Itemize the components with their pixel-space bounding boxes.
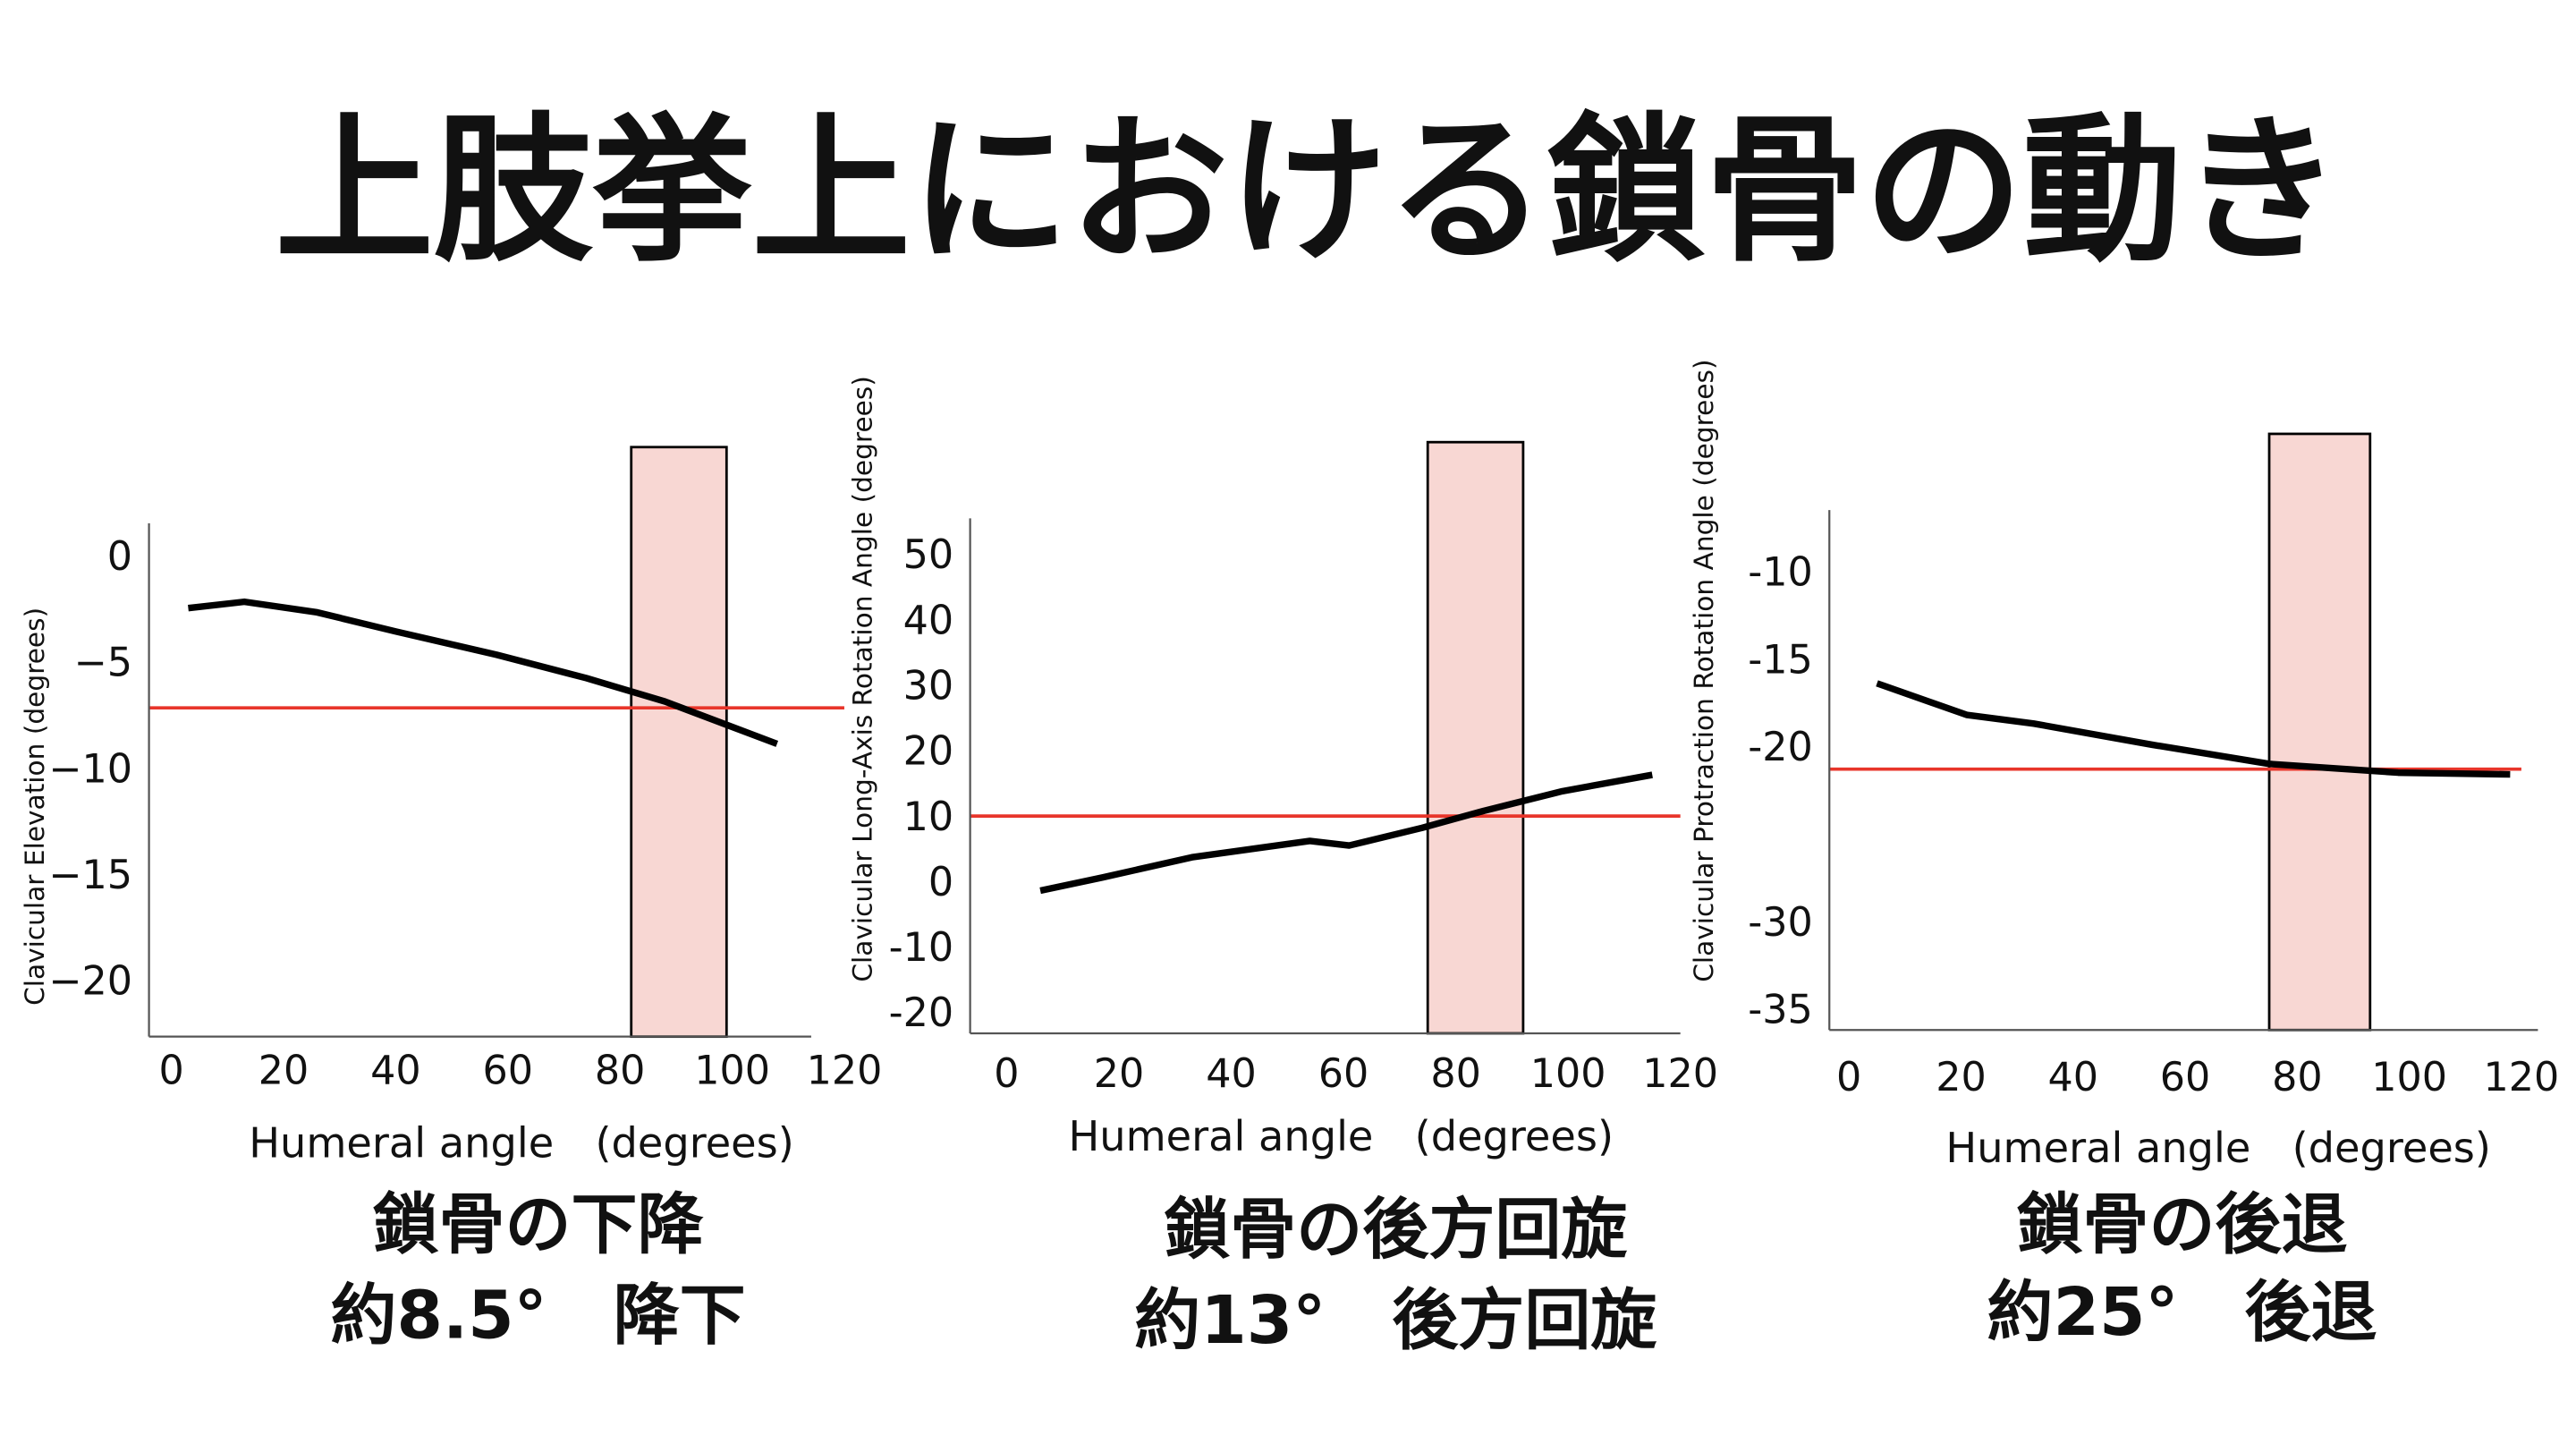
x-tick-label: 100	[694, 1048, 770, 1093]
highlight-band	[630, 446, 728, 1039]
caption: 約25° 後退	[1987, 1274, 2377, 1351]
data-line	[188, 598, 779, 747]
y-tick-label: −5	[74, 641, 132, 686]
y-tick-label: -20	[1748, 725, 1813, 770]
x-axis-label: Humeral angle (degrees)	[1945, 1124, 2491, 1172]
y-tick-label: −20	[48, 958, 132, 1004]
y-tick-label: -10	[889, 925, 954, 971]
x-tick-label: 40	[1206, 1051, 1257, 1097]
y-tick-label: -10	[1748, 549, 1813, 595]
x-tick-label: 80	[595, 1048, 646, 1093]
caption: 約8.5° 降下	[330, 1278, 745, 1355]
y-tick-label: 0	[928, 860, 953, 905]
caption: 約13° 後方回旋	[1134, 1282, 1657, 1359]
y-tick-label: 10	[903, 794, 954, 840]
caption: 鎖骨の下降	[373, 1186, 705, 1263]
x-tick-label: 120	[2484, 1055, 2560, 1100]
y-tick-label: -20	[889, 990, 954, 1036]
x-tick-label: 0	[994, 1051, 1019, 1097]
highlight-band	[2267, 432, 2372, 1032]
data-line	[1039, 771, 1653, 895]
x-tick-label: 100	[1530, 1051, 1606, 1097]
y-tick-label: -15	[1748, 637, 1813, 683]
x-tick-label: 80	[2272, 1055, 2323, 1100]
y-tick-label: −10	[48, 746, 132, 792]
y-tick-label: −15	[48, 853, 132, 898]
x-axis-label: Humeral angle (degrees)	[1068, 1112, 1614, 1160]
y-axis-label: Clavicular Elevation (degrees)	[20, 607, 50, 1006]
x-tick-label: 100	[2371, 1055, 2447, 1100]
x-tick-label: 20	[1936, 1055, 1987, 1100]
caption: 鎖骨の後退	[2016, 1186, 2347, 1263]
highlight-band	[1426, 440, 1525, 1035]
x-tick-label: 0	[159, 1048, 184, 1093]
caption: 鎖骨の後方回旋	[1164, 1191, 1627, 1268]
y-tick-label: 0	[107, 534, 132, 580]
x-tick-label: 0	[1836, 1055, 1861, 1100]
y-tick-label: -35	[1748, 988, 1813, 1033]
x-tick-label: 60	[1318, 1051, 1369, 1097]
y-tick-label: 40	[903, 598, 954, 643]
x-tick-label: 40	[370, 1048, 421, 1093]
x-tick-label: 40	[2047, 1055, 2098, 1100]
x-tick-label: 60	[2160, 1055, 2211, 1100]
x-axis-label: Humeral angle (degrees)	[249, 1118, 794, 1167]
y-tick-label: 50	[903, 532, 954, 578]
x-tick-label: 20	[258, 1048, 309, 1093]
y-tick-label: -30	[1748, 900, 1813, 946]
x-tick-label: 80	[1430, 1051, 1481, 1097]
y-axis-label: Clavicular Long-Axis Rotation Angle (deg…	[848, 376, 878, 982]
y-axis-label: Clavicular Protraction Rotation Angle (d…	[1689, 359, 1719, 981]
x-tick-label: 20	[1094, 1051, 1145, 1097]
x-tick-label: 60	[483, 1048, 534, 1093]
x-tick-label: 120	[807, 1048, 883, 1093]
y-tick-label: 20	[903, 729, 954, 775]
y-tick-label: 30	[903, 664, 954, 709]
x-tick-label: 120	[1642, 1051, 1718, 1097]
slide-title: 上肢挙上における鎖骨の動き	[275, 98, 2341, 284]
data-line	[1876, 680, 2511, 778]
